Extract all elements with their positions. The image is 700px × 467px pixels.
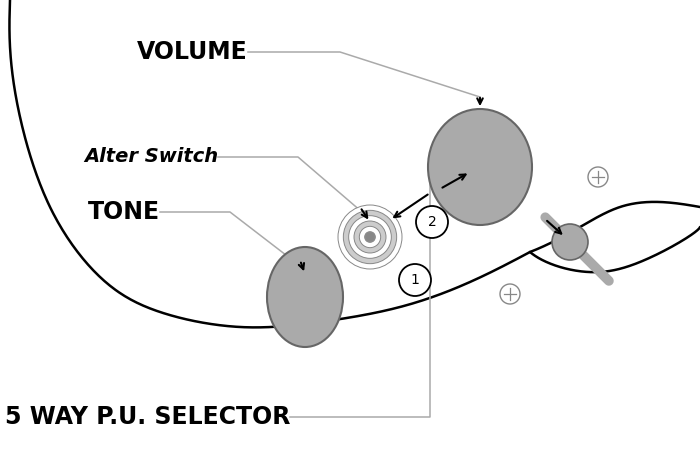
Circle shape — [416, 206, 448, 238]
Circle shape — [365, 232, 375, 242]
Circle shape — [552, 224, 588, 260]
Ellipse shape — [267, 247, 343, 347]
Text: Alter Switch: Alter Switch — [84, 148, 218, 167]
Text: 2: 2 — [428, 215, 436, 229]
Text: 1: 1 — [411, 273, 419, 287]
Text: TONE: TONE — [88, 200, 160, 224]
Circle shape — [500, 284, 520, 304]
Circle shape — [349, 216, 391, 258]
Circle shape — [399, 264, 431, 296]
Circle shape — [588, 167, 608, 187]
Circle shape — [343, 210, 397, 264]
Circle shape — [359, 226, 381, 248]
Text: VOLUME: VOLUME — [137, 40, 248, 64]
Circle shape — [365, 232, 375, 242]
Ellipse shape — [428, 109, 532, 225]
Circle shape — [354, 221, 386, 253]
Text: 5 WAY P.U. SELECTOR: 5 WAY P.U. SELECTOR — [5, 405, 290, 429]
Circle shape — [338, 205, 402, 269]
